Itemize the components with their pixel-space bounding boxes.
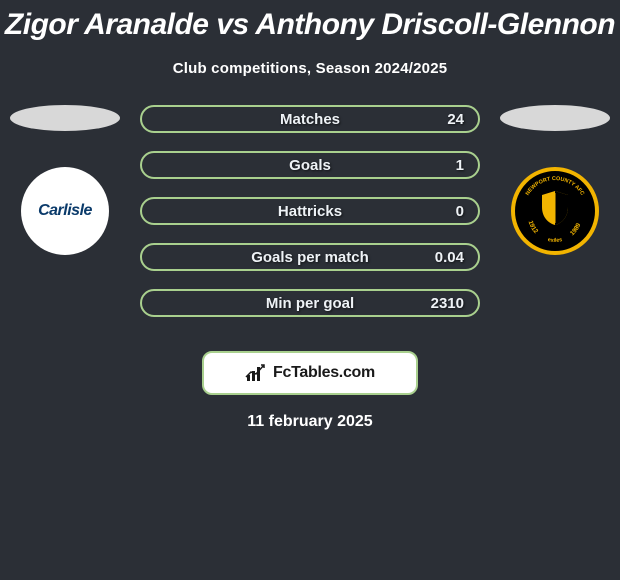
comparison-body: Carlisle Matches 24 Goals 1 Hattricks 0 … [0, 105, 620, 325]
stat-value: 1 [456, 157, 464, 174]
page-title: Zigor Aranalde vs Anthony Driscoll-Glenn… [0, 0, 620, 42]
stat-label: Matches [280, 111, 340, 128]
stat-value: 0 [456, 203, 464, 220]
stat-row-matches: Matches 24 [140, 105, 480, 133]
right-player-column: NEWPORT COUNTY AFC 1912 1989 exiles [490, 105, 620, 255]
left-player-head-placeholder [10, 105, 120, 131]
bar-chart-icon [245, 363, 267, 383]
stat-row-min-per-goal: Min per goal 2310 [140, 289, 480, 317]
newport-badge-inner [521, 177, 589, 245]
stat-label: Min per goal [266, 295, 354, 312]
right-player-head-placeholder [500, 105, 610, 131]
stat-label: Goals [289, 157, 331, 174]
brand-text: FcTables.com [273, 364, 375, 382]
brand-badge: FcTables.com [202, 351, 418, 395]
carlisle-badge: Carlisle [21, 167, 109, 255]
stat-row-goals: Goals 1 [140, 151, 480, 179]
stat-value: 0.04 [435, 249, 464, 266]
date-text: 11 february 2025 [0, 413, 620, 431]
stat-label: Hattricks [278, 203, 342, 220]
stat-label: Goals per match [251, 249, 369, 266]
newport-county-badge: NEWPORT COUNTY AFC 1912 1989 exiles [511, 167, 599, 255]
subtitle: Club competitions, Season 2024/2025 [0, 60, 620, 77]
stats-list: Matches 24 Goals 1 Hattricks 0 Goals per… [140, 105, 480, 335]
stat-value: 24 [447, 111, 464, 128]
shield-icon [538, 189, 572, 233]
left-player-column: Carlisle [0, 105, 130, 255]
stat-row-hattricks: Hattricks 0 [140, 197, 480, 225]
stat-row-goals-per-match: Goals per match 0.04 [140, 243, 480, 271]
stat-value: 2310 [431, 295, 464, 312]
carlisle-badge-text: Carlisle [38, 202, 92, 220]
